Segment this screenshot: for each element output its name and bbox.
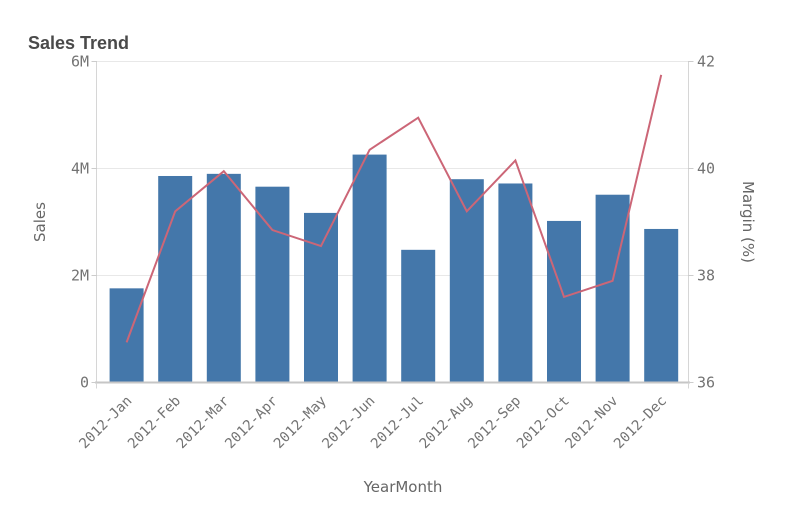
sales-bar-2012-May[interactable]: [304, 212, 338, 383]
sales-bar-2012-Nov[interactable]: [595, 194, 630, 383]
sales-bar-2012-Feb[interactable]: [158, 175, 193, 383]
right-axis-title: Margin (%): [739, 181, 757, 263]
sales-bar-2012-Jan[interactable]: [109, 288, 144, 383]
sales-bar-2012-Jul[interactable]: [401, 249, 436, 383]
y-axis-tick-label-right: 42: [697, 53, 715, 71]
chart-title: Sales Trend: [28, 33, 130, 53]
y-axis-tick-label-left: 6M: [71, 53, 89, 71]
sales-bar-2012-Mar[interactable]: [206, 173, 241, 383]
x-axis-tick-label-2012-Dec[interactable]: 2012-Dec: [611, 393, 670, 452]
sales-bar-2012-Apr[interactable]: [255, 186, 290, 383]
x-axis-title: YearMonth: [363, 478, 443, 496]
margin-line[interactable]: [125, 74, 663, 343]
y-axis-tick-label-right: 36: [697, 374, 715, 392]
y-axis-tick-label-left: 2M: [71, 267, 89, 285]
sales-bar-2012-Oct[interactable]: [547, 220, 581, 383]
y-axis-tick-label-right: 40: [697, 160, 715, 178]
sales-bar-2012-Sep[interactable]: [498, 183, 533, 383]
sales-bar-2012-Aug[interactable]: [449, 179, 484, 383]
sales-bar-2012-Dec[interactable]: [644, 228, 679, 383]
sales-bar-2012-Jun[interactable]: [352, 154, 387, 383]
y-axis-tick-label-right: 38: [697, 267, 715, 285]
y-axis-tick-label-left: 0: [80, 374, 89, 392]
left-axis-title: Sales: [31, 202, 49, 242]
y-axis-tick-label-left: 4M: [71, 160, 89, 178]
